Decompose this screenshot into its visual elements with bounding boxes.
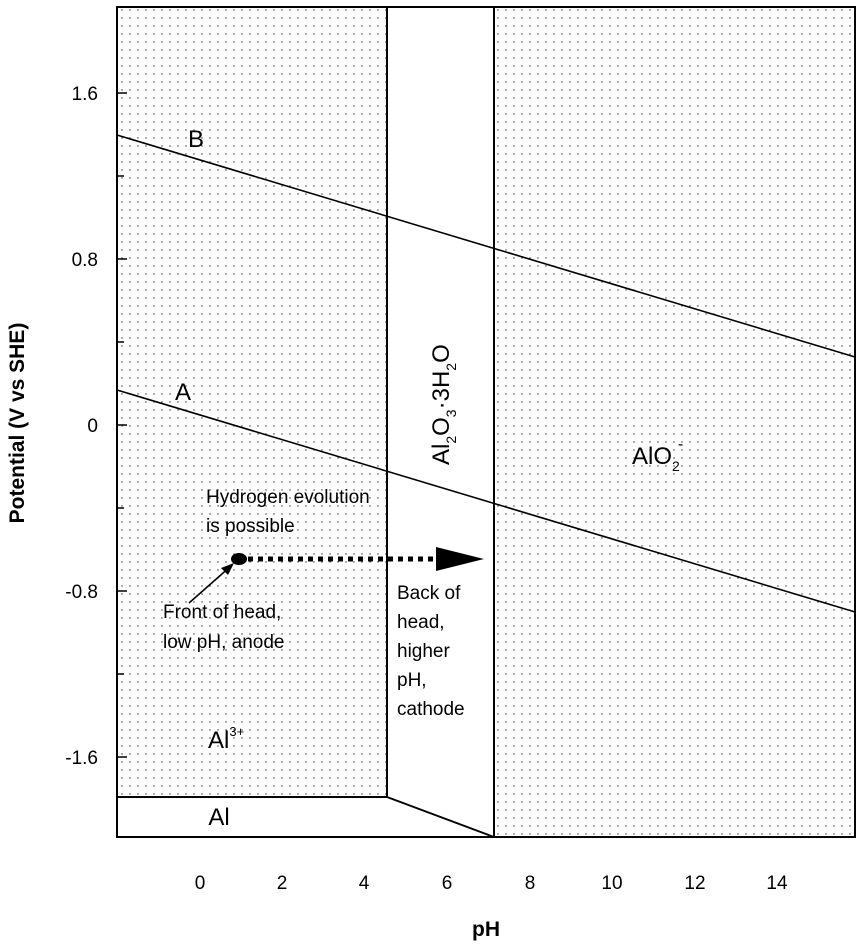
x-tick-label: 4 [359,873,370,894]
hydrogen-note-line1: Hydrogen evolution [206,487,370,508]
front-note-line1: Front of head, [163,602,281,623]
y-tick-label: -1.6 [65,748,98,769]
x-tick-label: 14 [766,873,788,894]
region-oxide-label: Al2O3·3H2O [428,344,459,465]
y-tick-label: 0 [87,416,98,437]
y-tick-label: 1.6 [72,84,98,105]
x-tick-label: 6 [442,873,453,894]
y-tick-label: -0.8 [65,582,98,603]
front-note-line2: low pH, anode [163,632,284,653]
back-note-line4: pH, [397,670,427,691]
region-al-metal-label: Al [208,804,229,831]
line-a-label: A [175,379,191,406]
migration-arrow-head [436,547,484,571]
x-axis-title: pH [472,918,500,941]
front-of-head-point [231,553,247,565]
x-tick-label: 2 [277,873,288,894]
region-aluminate-fill [494,7,855,837]
line-b-label: B [188,126,204,153]
y-axis-title: Potential (V vs SHE) [6,323,29,524]
back-note-line1: Back of [397,583,461,604]
y-tick-label: 0.8 [72,250,98,271]
back-note-line3: higher [397,641,450,662]
svg-text:Al2O3·3H2O: Al2O3·3H2O [428,344,459,465]
boundary-al-metal-slope [387,797,494,837]
hydrogen-note-line2: is possible [206,516,295,537]
x-tick-label: 12 [684,873,705,894]
x-tick-label: 0 [195,873,206,894]
x-tick-label: 10 [601,873,622,894]
back-note-line5: cathode [397,699,465,720]
x-tick-label: 8 [525,873,536,894]
back-note-line2: head, [397,612,445,633]
